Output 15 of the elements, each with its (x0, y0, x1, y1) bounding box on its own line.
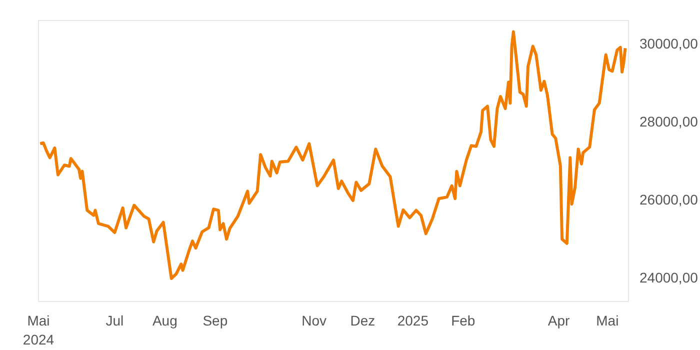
y-tick-label: 30000,00 (640, 35, 698, 52)
y-tick-label: 24000,00 (640, 269, 698, 286)
x-tick-label: Feb (451, 312, 476, 328)
x-tick-label: Aug (152, 312, 178, 328)
x-tick-label: Dez (350, 312, 376, 328)
x-tick-label: Apr (548, 312, 570, 328)
y-tick-label: 28000,00 (640, 113, 698, 130)
x-tick-label: Sep (202, 312, 228, 328)
x-tick-label: Jul (106, 312, 124, 328)
x-tick-label: Nov (302, 312, 327, 328)
line-series (38, 30, 627, 280)
x-tick-label: 2025 (397, 312, 429, 328)
y-tick-label: 26000,00 (640, 191, 698, 208)
x-tick-label: Mai (596, 312, 619, 328)
x-tick-label: Mai 2024 (22, 312, 54, 348)
